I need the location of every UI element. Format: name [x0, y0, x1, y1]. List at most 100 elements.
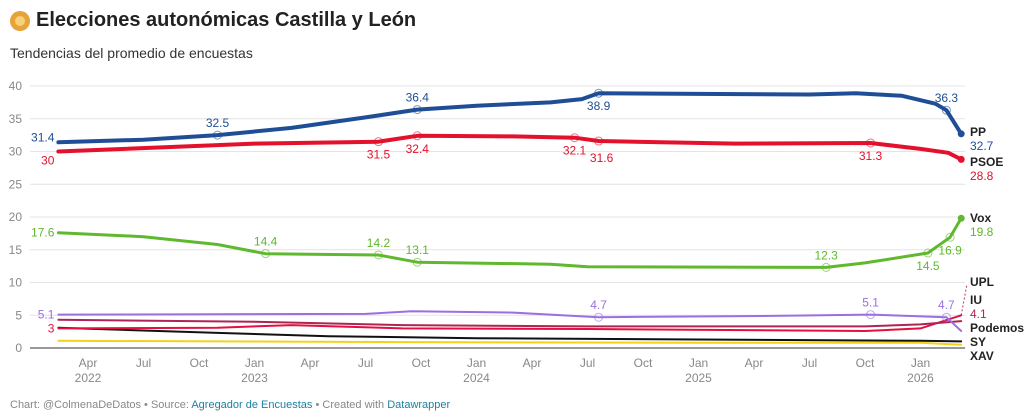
x-tick-label: Apr — [745, 356, 764, 370]
data-point-marker — [373, 250, 383, 260]
end-dot — [957, 130, 965, 138]
data-value-label: 13.1 — [406, 243, 430, 257]
series-line-xav — [57, 339, 963, 346]
data-value-label: 31.3 — [859, 149, 883, 163]
x-tick-year: 2024 — [463, 371, 490, 385]
data-value-label: 4.7 — [938, 298, 955, 312]
data-point-marker — [821, 262, 831, 272]
footer-sep: • Created with — [312, 399, 388, 411]
y-tick-label: 10 — [9, 276, 23, 290]
data-point-marker — [941, 312, 951, 322]
x-tick-label: Apr — [523, 356, 542, 370]
data-value-label: 32.1 — [563, 144, 587, 158]
data-value-label: 36.4 — [406, 91, 430, 105]
data-point-marker — [570, 133, 580, 143]
x-tick-year: 2022 — [75, 371, 102, 385]
data-value-label: 32.5 — [206, 116, 230, 130]
data-value-label: 17.6 — [31, 226, 55, 240]
data-value-label: 14.4 — [254, 235, 278, 249]
footer-credit: Chart: @ColmenaDeDatos — [10, 399, 141, 411]
data-value-label: 31.4 — [31, 130, 55, 144]
end-dot — [957, 155, 965, 163]
x-tick-label: Jul — [358, 356, 373, 370]
data-value-label: 14.2 — [367, 236, 391, 250]
data-point-marker — [412, 257, 422, 267]
x-tick-label: Oct — [190, 356, 209, 370]
x-tick-label: Jul — [580, 356, 595, 370]
x-tick-label: Oct — [412, 356, 431, 370]
y-tick-label: 15 — [9, 243, 23, 257]
end-dot — [957, 214, 965, 222]
data-point-marker — [594, 136, 604, 146]
data-point-marker — [945, 232, 955, 242]
data-point-marker — [866, 310, 876, 320]
x-tick-label: Apr — [79, 356, 98, 370]
footer-sep: • Source: — [141, 399, 192, 411]
series-line-iu — [57, 318, 963, 328]
y-tick-label: 30 — [9, 145, 23, 159]
x-tick-label: Jan — [689, 356, 708, 370]
datawrapper-link[interactable]: Datawrapper — [387, 399, 451, 411]
upl-leader-line — [960, 283, 968, 316]
data-point-marker — [923, 248, 933, 258]
footer: Chart: @ColmenaDeDatos • Source: Agregad… — [10, 399, 450, 411]
x-tick-year: 2025 — [685, 371, 712, 385]
y-tick-label: 35 — [9, 112, 23, 126]
series-name-label: Podemos — [970, 321, 1024, 335]
data-value-label: 16.9 — [938, 243, 962, 257]
data-point-marker — [373, 137, 383, 147]
x-tick-year: 2023 — [241, 371, 268, 385]
series-name-label: UPL — [970, 275, 994, 289]
data-value-label: 3 — [48, 321, 55, 335]
x-tick-label: Jul — [802, 356, 817, 370]
x-tick-label: Oct — [634, 356, 653, 370]
series-name-label: SY — [970, 335, 986, 349]
data-value-label: 14.5 — [916, 259, 940, 273]
series-name-label: Vox — [970, 211, 991, 225]
series-name-label: PP — [970, 125, 986, 139]
x-tick-label: Jan — [245, 356, 264, 370]
y-tick-label: 5 — [15, 308, 22, 322]
series-name-label: PSOE — [970, 155, 1003, 169]
data-point-marker — [261, 249, 271, 259]
lion-icon — [10, 10, 30, 31]
end-value-label: 32.7 — [970, 139, 994, 153]
data-value-label: 12.3 — [814, 248, 838, 262]
data-point-marker — [594, 312, 604, 322]
data-value-label: 32.4 — [406, 142, 430, 156]
x-tick-label: Jan — [467, 356, 486, 370]
data-value-label: 31.6 — [590, 151, 614, 165]
data-point-marker — [213, 130, 222, 140]
y-tick-label: 25 — [9, 177, 23, 191]
y-tick-label: 20 — [9, 210, 23, 224]
data-value-label: 5.1 — [862, 296, 879, 310]
data-value-label: 31.5 — [367, 148, 391, 162]
data-value-label: 5.1 — [38, 308, 55, 322]
y-tick-label: 40 — [9, 79, 23, 93]
data-value-label: 36.3 — [935, 91, 959, 105]
series-line-pp — [56, 91, 964, 145]
chart-title: Elecciones autonómicas Castilla y León — [10, 9, 416, 32]
data-value-label: 30 — [41, 154, 55, 168]
data-point-marker — [412, 131, 422, 141]
x-tick-label: Jan — [911, 356, 930, 370]
x-tick-year: 2026 — [907, 371, 934, 385]
series-line-sy — [57, 326, 963, 343]
data-point-marker — [941, 105, 951, 115]
x-tick-label: Apr — [301, 356, 320, 370]
end-value-label: 28.8 — [970, 169, 994, 183]
end-value-label: 4.1 — [970, 307, 987, 321]
series-name-label: XAV — [970, 349, 994, 363]
x-tick-label: Jul — [136, 356, 151, 370]
source-link[interactable]: Agregador de Encuestas — [191, 399, 313, 411]
series-line-upl — [57, 314, 963, 332]
series-line-psoe — [56, 133, 964, 162]
y-tick-label: 0 — [15, 341, 22, 355]
data-point-marker — [412, 105, 422, 115]
data-point-marker — [866, 138, 876, 148]
data-value-label: 4.7 — [590, 298, 607, 312]
data-value-label: 38.9 — [587, 99, 611, 113]
series-line-podemos — [57, 310, 963, 332]
title-text: Elecciones autonómicas Castilla y León — [36, 9, 417, 31]
